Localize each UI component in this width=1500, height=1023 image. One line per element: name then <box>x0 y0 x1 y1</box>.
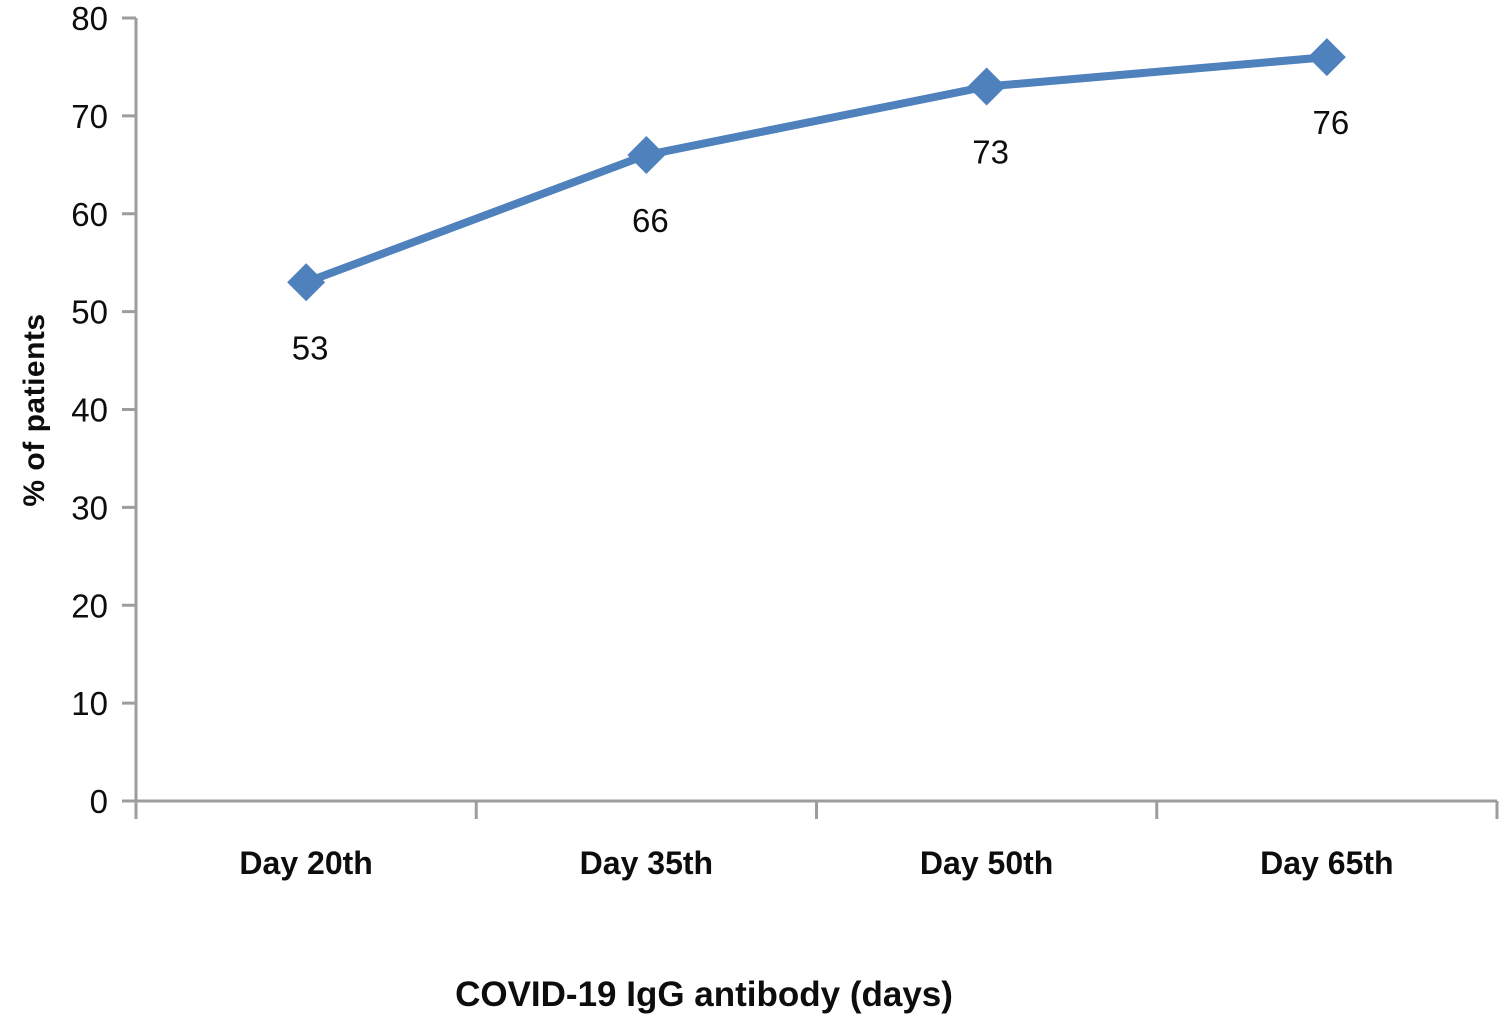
x-category-label: Day 35th <box>580 845 713 881</box>
data-point-label: 53 <box>292 329 329 366</box>
data-point-label: 73 <box>972 134 1009 171</box>
y-tick-label: 50 <box>71 294 108 331</box>
x-category-label: Day 65th <box>1260 845 1393 881</box>
series-line <box>302 53 1331 287</box>
x-category-label: Day 20th <box>239 845 372 881</box>
data-point-label: 66 <box>632 202 669 239</box>
x-axis-title: COVID-19 IgG antibody (days) <box>455 975 953 1014</box>
x-category-label: Day 50th <box>920 845 1053 881</box>
data-point-marker <box>287 263 326 302</box>
data-point-label: 76 <box>1313 104 1350 141</box>
y-tick-label: 10 <box>71 685 108 722</box>
y-tick-label: 60 <box>71 196 108 233</box>
y-tick-label: 70 <box>71 98 108 135</box>
y-tick-label: 80 <box>71 0 108 37</box>
data-point-marker <box>967 67 1006 106</box>
y-axis-title: % of patients <box>18 313 51 507</box>
y-tick-label: 0 <box>90 783 108 820</box>
y-tick-label: 20 <box>71 587 108 624</box>
y-tick-label: 30 <box>71 489 108 526</box>
data-point-marker <box>1307 38 1346 77</box>
y-tick-label: 40 <box>71 392 108 429</box>
data-point-marker <box>627 136 666 175</box>
